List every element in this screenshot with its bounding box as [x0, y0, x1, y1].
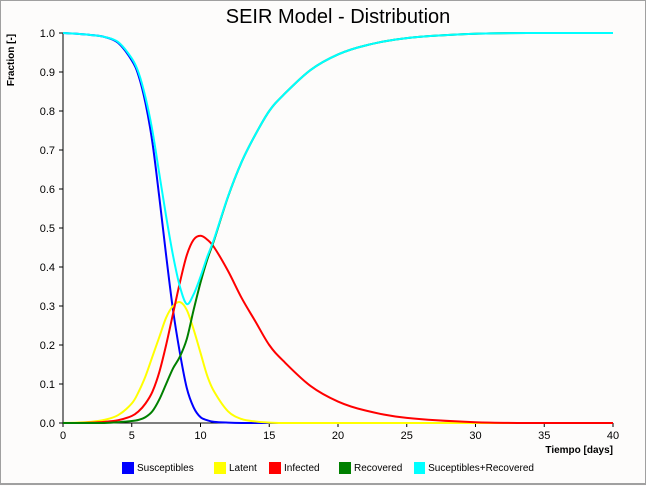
x-tick-label: 15: [263, 430, 275, 442]
legend-swatch: [122, 462, 134, 474]
chart-title: SEIR Model - Distribution: [226, 6, 451, 28]
y-tick-label: 0.8: [40, 106, 55, 118]
x-tick-label: 10: [194, 430, 206, 442]
legend-label: Latent: [229, 462, 257, 474]
y-axis-label: Fraction [-]: [6, 34, 17, 86]
legend-item: Infected: [269, 462, 339, 474]
x-tick-label: 5: [129, 430, 135, 442]
y-tick-label: 0.2: [40, 340, 55, 352]
series-line-infected: [62, 234, 614, 425]
y-tick-label: 0.7: [40, 145, 55, 157]
x-tick-label: 30: [469, 430, 481, 442]
legend-swatch: [269, 462, 281, 474]
legend-item: Recovered: [339, 462, 414, 474]
y-tick-label: 0.3: [40, 301, 55, 313]
x-tick-label: 0: [60, 430, 66, 442]
legend-label: Susceptibles: [137, 462, 194, 474]
legend-item: Suceptibles+Recovered: [414, 462, 534, 474]
legend-item: Latent: [214, 462, 269, 474]
y-tick-label: 0.0: [40, 418, 55, 430]
legend-item: Susceptibles: [122, 462, 214, 474]
legend-label: Recovered: [354, 462, 403, 474]
legend-swatch: [214, 462, 226, 474]
y-tick-label: 0.1: [40, 379, 55, 391]
x-tick-label: 20: [332, 430, 344, 442]
legend-swatch: [339, 462, 351, 474]
x-tick-label: 35: [538, 430, 550, 442]
x-tick-label: 40: [607, 430, 619, 442]
y-tick-label: 0.4: [40, 262, 55, 274]
y-tick-label: 0.6: [40, 184, 55, 196]
y-tick-label: 0.9: [40, 67, 55, 79]
y-tick-label: 0.5: [40, 223, 55, 235]
series-line-recovered: [63, 31, 614, 425]
legend-swatch: [414, 462, 426, 474]
legend-label: Suceptibles+Recovered: [428, 462, 534, 474]
legend: Susceptibles Latent Infected Recovered Sucep…: [122, 462, 534, 474]
series-line-latent: [62, 300, 613, 425]
legend-label: Infected: [284, 462, 320, 474]
series-line-susceptibles: [62, 32, 613, 425]
y-tick-label: 1.0: [40, 28, 55, 40]
x-tick-label: 25: [401, 430, 413, 442]
x-axis-label: Tiempo [days]: [545, 445, 613, 456]
series-line-suceptibles-recovered: [62, 31, 614, 306]
